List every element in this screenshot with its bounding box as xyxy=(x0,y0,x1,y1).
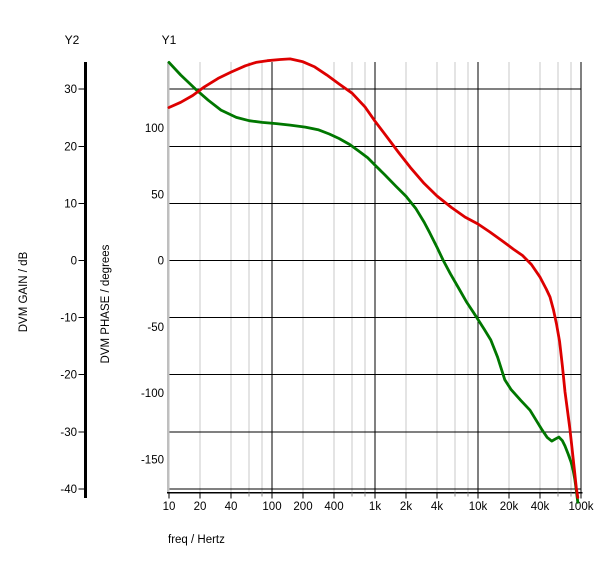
x-axis-title: freq / Hertz xyxy=(168,534,225,546)
gain-tick-label: 10 xyxy=(64,198,77,210)
x-tick-label: 10 xyxy=(163,501,176,513)
gain-tick-label: -10 xyxy=(60,313,77,325)
x-tick-label: 40 xyxy=(225,501,238,513)
gain-tick-label: 0 xyxy=(71,256,77,268)
phase-tick-label: 100 xyxy=(145,123,164,135)
phase-tick-label: -150 xyxy=(141,454,164,466)
x-tick-label: 1k xyxy=(369,501,381,513)
x-tick-label: 20 xyxy=(194,501,207,513)
gain-tick-label: 30 xyxy=(64,84,77,96)
x-tick-label: 10k xyxy=(469,501,488,513)
x-tick-label: 100 xyxy=(262,501,281,513)
y2-axis-header: Y2 xyxy=(64,33,80,47)
x-tick-label: 100k xyxy=(569,501,594,513)
x-tick-label: 20k xyxy=(500,501,519,513)
gain-tick-label: -40 xyxy=(60,484,77,496)
x-tick-label: 200 xyxy=(293,501,312,513)
phase-tick-label: -100 xyxy=(141,388,164,400)
gain-tick-label: -30 xyxy=(60,427,77,439)
phase-tick-label: -50 xyxy=(147,322,164,334)
gain-curve[interactable] xyxy=(167,57,580,499)
phase-curve[interactable] xyxy=(167,61,580,504)
gain-tick-label: -20 xyxy=(60,370,77,382)
x-tick-label: 2k xyxy=(400,501,412,513)
gain-tick-label: 20 xyxy=(64,141,77,153)
phase-tick-label: 0 xyxy=(158,256,164,268)
y1-axis-header: Y1 xyxy=(161,33,177,47)
phase-tick-label: 50 xyxy=(151,189,164,201)
x-tick-label: 40k xyxy=(531,501,550,513)
x-tick-label: 400 xyxy=(324,501,343,513)
x-tick-label: 4k xyxy=(431,501,443,513)
